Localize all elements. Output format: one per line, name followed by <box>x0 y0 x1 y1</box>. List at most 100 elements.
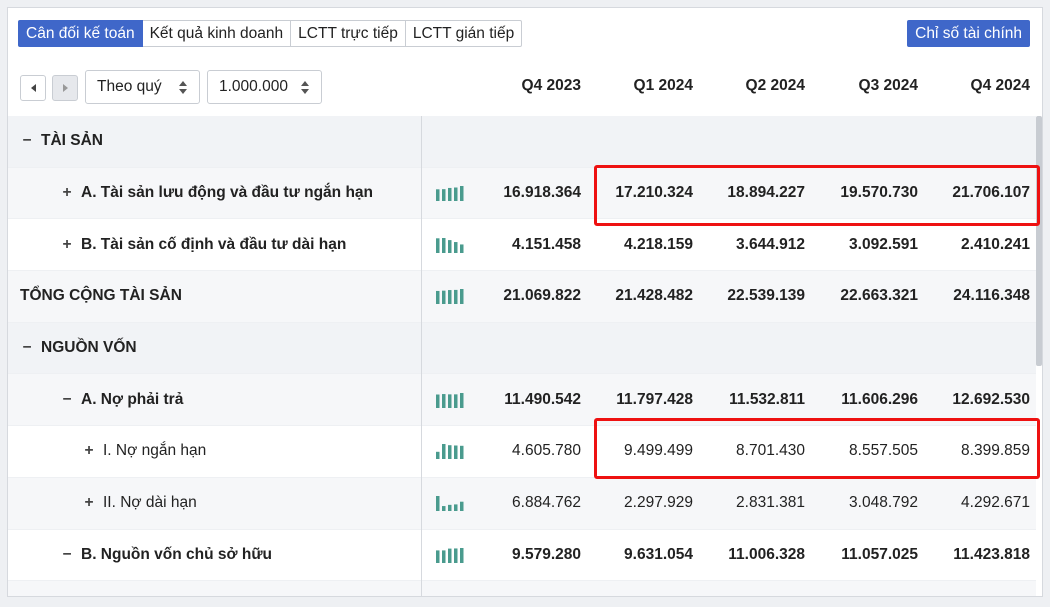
value-cell: 22.663.321 <box>840 287 918 305</box>
sparkline-bar <box>460 186 464 202</box>
column-header[interactable]: Q4 2024 <box>970 77 1030 94</box>
value-cell: 11.606.296 <box>841 390 918 408</box>
value-cell: 4.292.671 <box>961 494 1030 512</box>
sparkline-bar <box>448 505 452 512</box>
sparkline-bar <box>460 244 464 253</box>
value-cell: 12.692.530 <box>952 390 1030 408</box>
expand-icon[interactable]: + <box>62 235 72 253</box>
row-label: A. Tài sản lưu động và đầu tư ngắn hạn <box>81 184 373 202</box>
table-row: − NGUỒN VỐN <box>8 322 1036 375</box>
value-cell: 21.706.107 <box>952 184 1030 202</box>
value-cell: 8.399.859 <box>961 442 1030 460</box>
column-header[interactable]: Q1 2024 <box>633 77 693 94</box>
period-select[interactable]: Theo quý <box>85 70 200 104</box>
value-cell: 24.116.348 <box>953 287 1030 305</box>
sparkline-bar <box>436 189 440 202</box>
value-cell: 3.092.591 <box>849 235 918 253</box>
expand-icon[interactable]: + <box>84 494 94 512</box>
table-row: − TÀI SẢN <box>8 116 1036 168</box>
row-label-cell: TỔNG CỘNG TÀI SẢN <box>8 271 421 322</box>
sparkline-bar <box>442 444 446 460</box>
table-row: + B. Tài sản cố định và đầu tư dài hạn 4.1… <box>8 219 1036 272</box>
row-label: TÀI SẢN <box>41 132 103 150</box>
sparkline-bar <box>442 550 446 563</box>
tab-1[interactable]: Kết quả kinh doanh <box>142 20 292 47</box>
sparkline-bar <box>436 291 440 305</box>
vertical-scrollbar[interactable] <box>1036 116 1042 366</box>
sparkline-bar <box>436 496 440 512</box>
sparkline-bar <box>442 393 446 408</box>
prev-period-button[interactable] <box>20 75 46 101</box>
chevron-right-icon <box>62 84 68 92</box>
collapse-icon[interactable]: − <box>22 132 32 150</box>
column-header[interactable]: Q4 2023 <box>521 77 581 94</box>
sparkline-chart <box>436 289 464 305</box>
sparkline-bar <box>454 548 458 563</box>
column-header[interactable]: Q2 2024 <box>745 77 805 94</box>
sparkline-bar <box>448 290 452 305</box>
value-cell: 21.428.482 <box>615 287 693 305</box>
sparkline-bar <box>436 394 440 408</box>
tab-2[interactable]: LCTT trực tiếp <box>291 20 406 47</box>
sparkline-chart <box>436 237 464 253</box>
sparkline-bar <box>448 394 452 408</box>
value-cell: 8.557.505 <box>849 442 918 460</box>
financial-statement-panel: Cân đối kế toán Kết quả kinh doanh LCTT tr… <box>7 7 1043 597</box>
value-cell: 9.631.054 <box>624 545 693 563</box>
value-cell: 11.057.025 <box>841 545 918 563</box>
sparkline-bar <box>442 189 446 202</box>
sparkline-bar <box>460 289 464 305</box>
column-header[interactable]: Q3 2024 <box>858 77 918 94</box>
value-cell: 3.644.912 <box>736 235 805 253</box>
row-label-cell <box>8 581 421 596</box>
sparkline-chart <box>436 444 464 460</box>
expand-icon[interactable]: + <box>84 442 94 460</box>
sparkline-chart <box>436 496 464 512</box>
tab-0[interactable]: Cân đối kế toán <box>18 20 143 47</box>
value-cell: 4.605.780 <box>512 442 581 460</box>
value-cell: 17.210.324 <box>615 184 693 202</box>
sparkline-bar <box>448 445 452 460</box>
value-cell: 4.151.458 <box>512 235 581 253</box>
row-label: II. Nợ dài hạn <box>103 494 197 512</box>
row-label: TỔNG CỘNG TÀI SẢN <box>20 287 182 305</box>
value-cell: 22.539.139 <box>727 287 805 305</box>
period-select-value: Theo quý <box>97 78 162 95</box>
sparkline-bar <box>442 506 446 512</box>
collapse-icon[interactable]: − <box>62 545 72 563</box>
sparkline-bar <box>460 392 464 408</box>
value-cell: 11.797.428 <box>616 390 693 408</box>
value-cell: 9.499.499 <box>624 442 693 460</box>
value-cell: 9.579.280 <box>512 545 581 563</box>
value-cell: 2.831.381 <box>736 494 805 512</box>
value-cell: 3.048.792 <box>849 494 918 512</box>
sparkline-bar <box>460 501 464 512</box>
sparkline-bar <box>454 445 458 460</box>
value-cell: 21.069.822 <box>503 287 581 305</box>
row-label-cell: + II. Nợ dài hạn <box>8 478 421 529</box>
row-label-cell: + I. Nợ ngắn hạn <box>8 426 421 477</box>
sparkline-bar <box>436 452 440 460</box>
tab-3[interactable]: LCTT gián tiếp <box>405 20 523 47</box>
next-period-button[interactable] <box>52 75 78 101</box>
table-row: + A. Tài sản lưu động và đầu tư ngắn hạn 1… <box>8 167 1036 220</box>
value-cell: 4.218.159 <box>624 235 693 253</box>
collapse-icon[interactable]: − <box>62 390 72 408</box>
sparkline-bar <box>460 446 464 460</box>
sparkline-bar <box>436 238 440 253</box>
row-label-cell: + A. Tài sản lưu động và đầu tư ngắn hạn <box>8 168 421 219</box>
table-row: + I. Nợ ngắn hạn 4.605.780 9.499.499 8.701.4… <box>8 426 1036 478</box>
expand-icon[interactable]: + <box>62 184 72 202</box>
unit-select[interactable]: 1.000.000 <box>207 70 322 104</box>
sparkline-bar <box>442 237 446 253</box>
value-cell: 6.884.762 <box>512 494 581 512</box>
row-label: B. Tài sản cố định và đầu tư dài hạn <box>81 235 347 253</box>
financial-ratios-button[interactable]: Chỉ số tài chính <box>907 20 1030 47</box>
value-cell: 2.410.241 <box>961 235 1030 253</box>
sparkline-bar <box>448 187 452 202</box>
collapse-icon[interactable]: − <box>22 339 32 357</box>
chevron-left-icon <box>30 84 36 92</box>
sparkline-bar <box>454 241 458 253</box>
updown-icon <box>301 80 309 94</box>
table-row: − A. Nợ phải trả 11.490.542 11.797.428 11.53… <box>8 374 1036 427</box>
